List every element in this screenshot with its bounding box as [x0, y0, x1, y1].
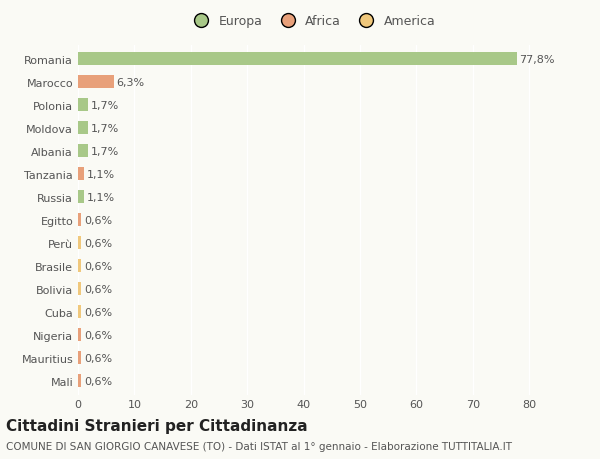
Bar: [78, 168, 84, 181]
Text: 0,6%: 0,6%: [84, 215, 112, 225]
Bar: [78, 191, 84, 204]
Bar: [78, 352, 82, 364]
Bar: [78, 122, 88, 135]
Text: 1,1%: 1,1%: [87, 169, 115, 179]
Bar: [78, 306, 82, 319]
Text: 1,7%: 1,7%: [91, 123, 119, 134]
Bar: [78, 237, 82, 250]
Bar: [78, 53, 517, 66]
Text: COMUNE DI SAN GIORGIO CANAVESE (TO) - Dati ISTAT al 1° gennaio - Elaborazione TU: COMUNE DI SAN GIORGIO CANAVESE (TO) - Da…: [6, 441, 512, 451]
Text: 0,6%: 0,6%: [84, 284, 112, 294]
Bar: [78, 260, 82, 273]
Bar: [78, 283, 82, 296]
Bar: [78, 329, 82, 341]
Text: 0,6%: 0,6%: [84, 353, 112, 363]
Bar: [78, 214, 82, 227]
Text: 77,8%: 77,8%: [520, 55, 555, 65]
Text: 1,1%: 1,1%: [87, 192, 115, 202]
Legend: Europa, Africa, America: Europa, Africa, America: [184, 10, 440, 33]
Text: 6,3%: 6,3%: [116, 78, 145, 88]
Bar: [78, 145, 88, 158]
Text: 1,7%: 1,7%: [91, 101, 119, 111]
Text: 0,6%: 0,6%: [84, 307, 112, 317]
Bar: [78, 99, 88, 112]
Text: 0,6%: 0,6%: [84, 330, 112, 340]
Bar: [78, 375, 82, 387]
Text: 0,6%: 0,6%: [84, 238, 112, 248]
Text: Cittadini Stranieri per Cittadinanza: Cittadini Stranieri per Cittadinanza: [6, 418, 308, 433]
Text: 1,7%: 1,7%: [91, 146, 119, 157]
Bar: [78, 76, 113, 89]
Text: 0,6%: 0,6%: [84, 376, 112, 386]
Text: 0,6%: 0,6%: [84, 261, 112, 271]
